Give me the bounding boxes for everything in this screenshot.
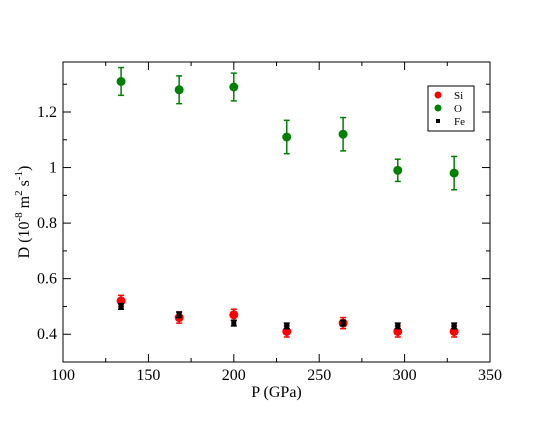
x-tick-label: 300 xyxy=(393,367,417,384)
y-label-mid1: m xyxy=(16,195,33,212)
o-point xyxy=(229,82,239,92)
o-point xyxy=(282,132,292,142)
y-tick-label: 1 xyxy=(49,160,57,177)
x-tick-label: 350 xyxy=(478,367,502,384)
fe-point xyxy=(231,320,237,326)
axis-ticks: 100 150 200 250 300 350 0.4 0.6 0.8 1 1.2 xyxy=(37,62,502,384)
fe-point xyxy=(118,303,124,309)
y-label-exp2: 2 xyxy=(13,190,25,196)
o-point xyxy=(338,129,348,139)
o-point xyxy=(449,168,459,178)
x-tick-label: 250 xyxy=(307,367,331,384)
series-o xyxy=(116,66,459,191)
o-point xyxy=(116,76,126,86)
o-point xyxy=(393,165,403,175)
fe-point xyxy=(451,323,457,329)
legend-si-marker xyxy=(434,91,442,99)
x-tick-label: 200 xyxy=(222,367,246,384)
x-tick-label: 150 xyxy=(136,367,160,384)
y-tick-label: 0.4 xyxy=(37,326,57,343)
y-label-mid2: s xyxy=(16,180,33,190)
fe-point xyxy=(176,312,182,318)
y-tick-label: 0.8 xyxy=(37,215,57,232)
y-label-end: ) xyxy=(16,166,33,171)
data-points xyxy=(116,66,459,338)
y-tick-label: 1.2 xyxy=(37,104,57,121)
legend-o-marker xyxy=(434,104,442,112)
y-label-exp3: -1 xyxy=(13,171,25,180)
si-point xyxy=(229,310,239,320)
series-fe xyxy=(118,302,458,330)
series-si xyxy=(116,294,459,338)
plot-frame xyxy=(62,61,491,363)
legend-fe-label: Fe xyxy=(454,116,465,128)
y-tick-label: 0.6 xyxy=(37,271,57,288)
fe-point xyxy=(395,323,401,329)
o-point xyxy=(174,85,184,95)
legend-o-label: O xyxy=(454,103,462,115)
y-axis-label: D (10-8 m2 s-1) xyxy=(13,166,33,259)
fe-point xyxy=(340,320,346,326)
x-axis-label: P (GPa) xyxy=(251,384,302,401)
fe-point xyxy=(284,323,290,329)
legend-fe-marker xyxy=(436,119,440,123)
x-tick-label: 100 xyxy=(51,367,75,384)
y-label-exp1: -8 xyxy=(13,212,25,222)
y-label-base: D (10 xyxy=(16,221,33,258)
legend-si-label: Si xyxy=(454,90,463,102)
